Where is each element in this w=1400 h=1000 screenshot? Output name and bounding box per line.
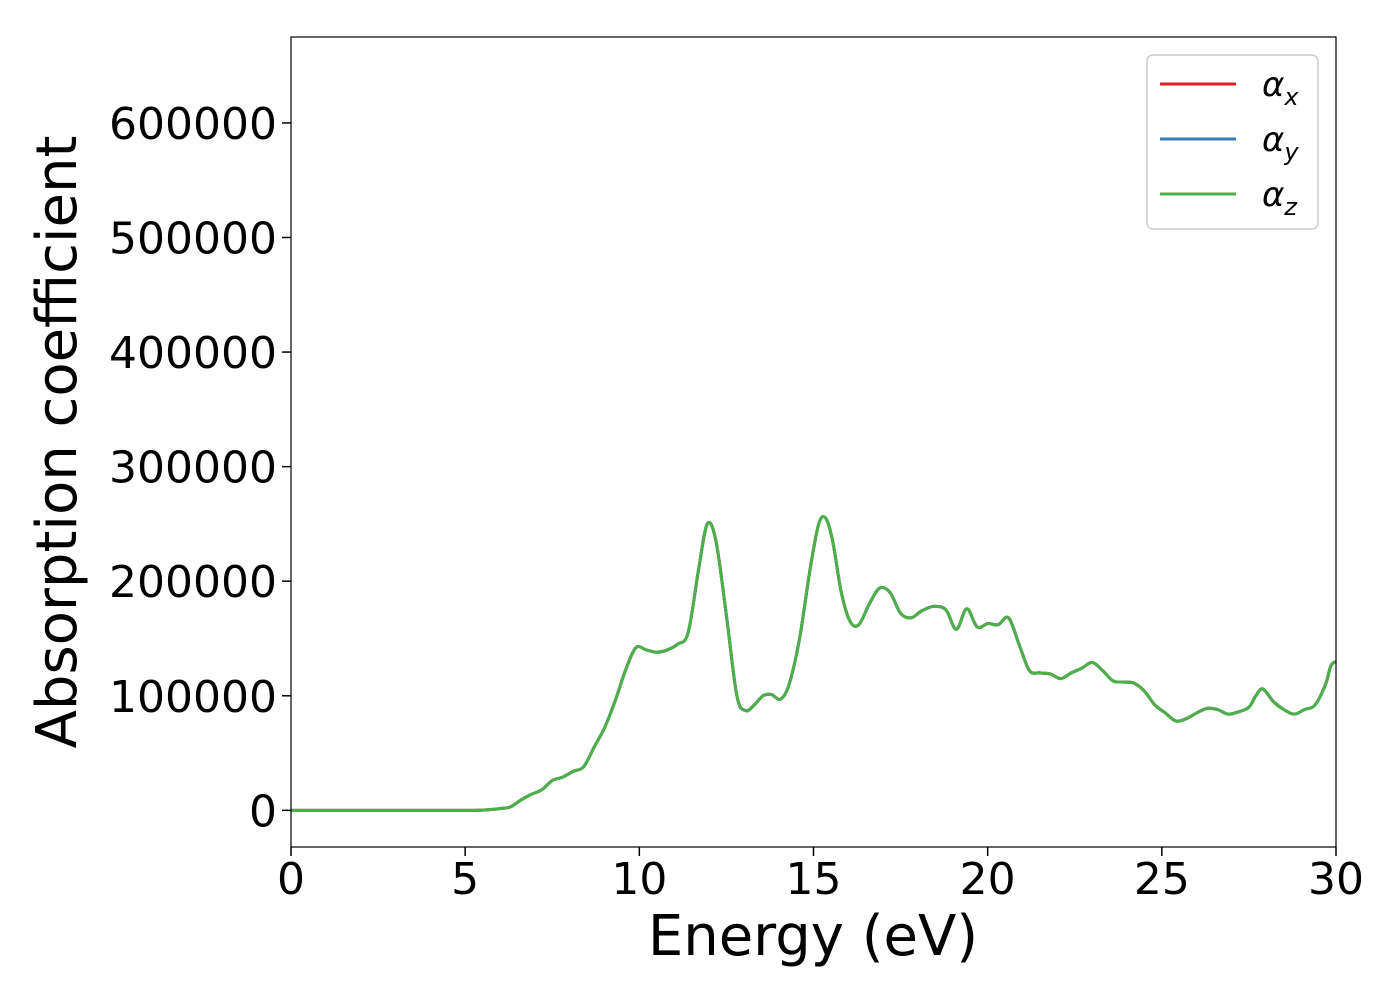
legend-subscript: x [1283,83,1299,111]
x-tick-label: 20 [960,854,1016,905]
legend-subscript: y [1283,138,1299,166]
y-tick-label: 500000 [109,213,277,264]
x-tick-label: 0 [277,854,305,905]
legend-subscript: z [1283,193,1298,221]
y-tick-label: 400000 [109,328,277,379]
legend-symbol: α [1262,120,1284,160]
x-tick-label: 25 [1134,854,1190,905]
legend-label-z: αz [1262,175,1298,221]
legend-label-x: αx [1262,65,1299,111]
x-axis-label: Energy (eV) [648,904,978,969]
series-line-z [291,515,1337,812]
y-tick-label: 300000 [109,443,277,494]
x-tick-label: 30 [1308,854,1364,905]
y-tick-label: 0 [249,786,277,837]
y-tick-label: 200000 [109,557,277,608]
y-axis-ticks: 0 100000 200000 300000 400000 500000 600000 [109,99,291,837]
series-layer [291,515,1337,812]
y-axis-label: Absorption coefficient [25,136,90,749]
x-tick-label: 10 [611,854,667,905]
y-tick-label: 100000 [109,672,277,723]
legend-symbol: α [1262,65,1284,105]
y-tick-label: 600000 [109,99,277,150]
x-tick-label: 5 [451,854,479,905]
legend-symbol: α [1262,175,1284,215]
legend-box [1146,54,1319,230]
legend-label-y: αy [1262,120,1299,166]
x-tick-label: 15 [786,854,842,905]
x-axis-ticks: 0 5 10 15 20 25 30 [277,847,1364,905]
